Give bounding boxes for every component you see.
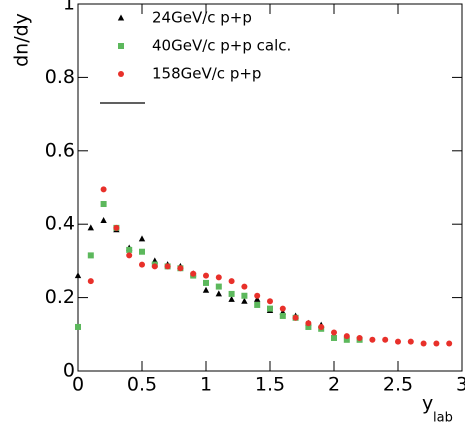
point — [74, 272, 82, 279]
point — [292, 314, 299, 321]
point — [139, 261, 145, 268]
point — [113, 224, 120, 231]
point — [331, 334, 337, 341]
point — [318, 323, 325, 330]
point — [279, 312, 286, 319]
point — [305, 320, 312, 327]
y-tick-label: 0.8 — [45, 66, 75, 88]
point — [202, 286, 210, 293]
plot-frame — [77, 3, 463, 372]
legend-marker — [118, 43, 124, 49]
y-tick-label: 0.4 — [45, 213, 75, 235]
point — [241, 292, 248, 299]
point — [215, 290, 222, 297]
point — [356, 334, 363, 341]
point — [100, 201, 107, 208]
point — [190, 270, 197, 277]
legend-label: 158GeV/c p+p — [152, 65, 261, 83]
point — [254, 295, 261, 302]
point — [126, 246, 133, 253]
x-axis-label: y — [422, 393, 433, 415]
point — [254, 292, 261, 299]
point — [75, 323, 81, 330]
y-axis-label: dn/dy — [11, 13, 33, 67]
point — [87, 278, 94, 285]
point — [177, 265, 184, 272]
point — [407, 338, 414, 345]
x-tick-label: 2.5 — [383, 374, 413, 396]
point — [228, 295, 235, 302]
point — [279, 305, 286, 312]
legend-label: 24GeV/c p+p — [152, 9, 252, 27]
point — [267, 298, 273, 305]
point — [100, 186, 107, 193]
y-tick-label: 1 — [63, 0, 75, 15]
point — [241, 283, 248, 290]
x-tick-label: 0.5 — [127, 374, 157, 396]
point — [126, 252, 133, 259]
x-tick-label: 1 — [200, 374, 212, 396]
point — [215, 283, 222, 290]
legend-marker — [118, 71, 124, 77]
x-tick-label: 2 — [328, 374, 340, 396]
point — [100, 217, 107, 224]
point — [87, 224, 94, 231]
point — [331, 329, 337, 336]
point — [164, 263, 171, 270]
point — [395, 338, 401, 345]
point — [87, 252, 94, 259]
x-tick-label: 1.5 — [255, 374, 285, 396]
x-tick-label: 3 — [456, 374, 465, 396]
point — [254, 301, 261, 308]
x-axis-label-subscript: lab — [433, 411, 453, 426]
point — [203, 279, 209, 286]
y-tick-label: 0.6 — [45, 139, 75, 161]
point — [241, 297, 248, 304]
point — [267, 305, 273, 312]
point — [369, 336, 376, 343]
legend-label: 40GeV/c p+p calc. — [152, 37, 291, 55]
point — [446, 340, 453, 347]
point — [433, 340, 440, 347]
y-tick-label: 0.2 — [45, 286, 75, 308]
point — [343, 336, 350, 343]
point — [228, 278, 235, 285]
x-tick-label: 0 — [72, 374, 84, 396]
legend-marker — [117, 14, 125, 21]
point — [420, 340, 427, 347]
point — [382, 336, 389, 343]
point — [228, 290, 235, 297]
y-tick-label: 0 — [63, 360, 75, 382]
point — [139, 248, 145, 255]
point — [343, 333, 350, 340]
point — [203, 272, 209, 279]
point — [151, 263, 158, 270]
point — [138, 235, 146, 242]
point — [305, 323, 312, 330]
point — [215, 274, 222, 281]
